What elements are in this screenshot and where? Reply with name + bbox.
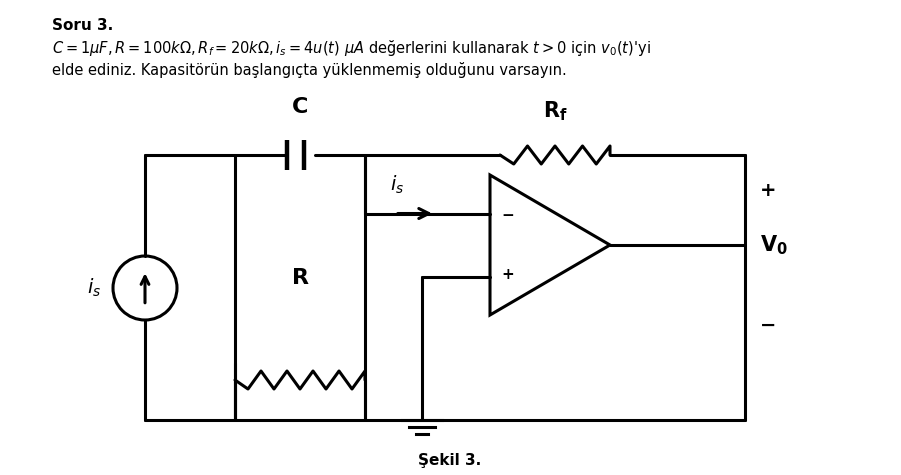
Text: +: + (760, 180, 777, 200)
Text: Şekil 3.: Şekil 3. (418, 453, 482, 468)
Text: Soru 3.: Soru 3. (52, 18, 114, 33)
Text: −: − (760, 315, 777, 334)
Text: +: + (502, 267, 514, 282)
Text: −: − (502, 208, 514, 223)
Text: $i_s$: $i_s$ (390, 173, 405, 196)
Text: $\mathbf{V_0}$: $\mathbf{V_0}$ (760, 233, 787, 257)
Text: R: R (292, 267, 308, 287)
Text: $i_s$: $i_s$ (86, 277, 101, 299)
Text: $\mathbf{R_f}$: $\mathbf{R_f}$ (542, 99, 568, 123)
Text: C: C (292, 97, 308, 117)
Text: elde ediniz. Kapasitörün başlangıçta yüklenmemiş olduğunu varsayın.: elde ediniz. Kapasitörün başlangıçta yük… (52, 62, 567, 78)
Text: $C = 1\mu F, R = 100k\Omega, R_f = 20k\Omega, i_s = 4u(t)\ \mu A$ değerlerini ku: $C = 1\mu F, R = 100k\Omega, R_f = 20k\O… (52, 38, 651, 58)
